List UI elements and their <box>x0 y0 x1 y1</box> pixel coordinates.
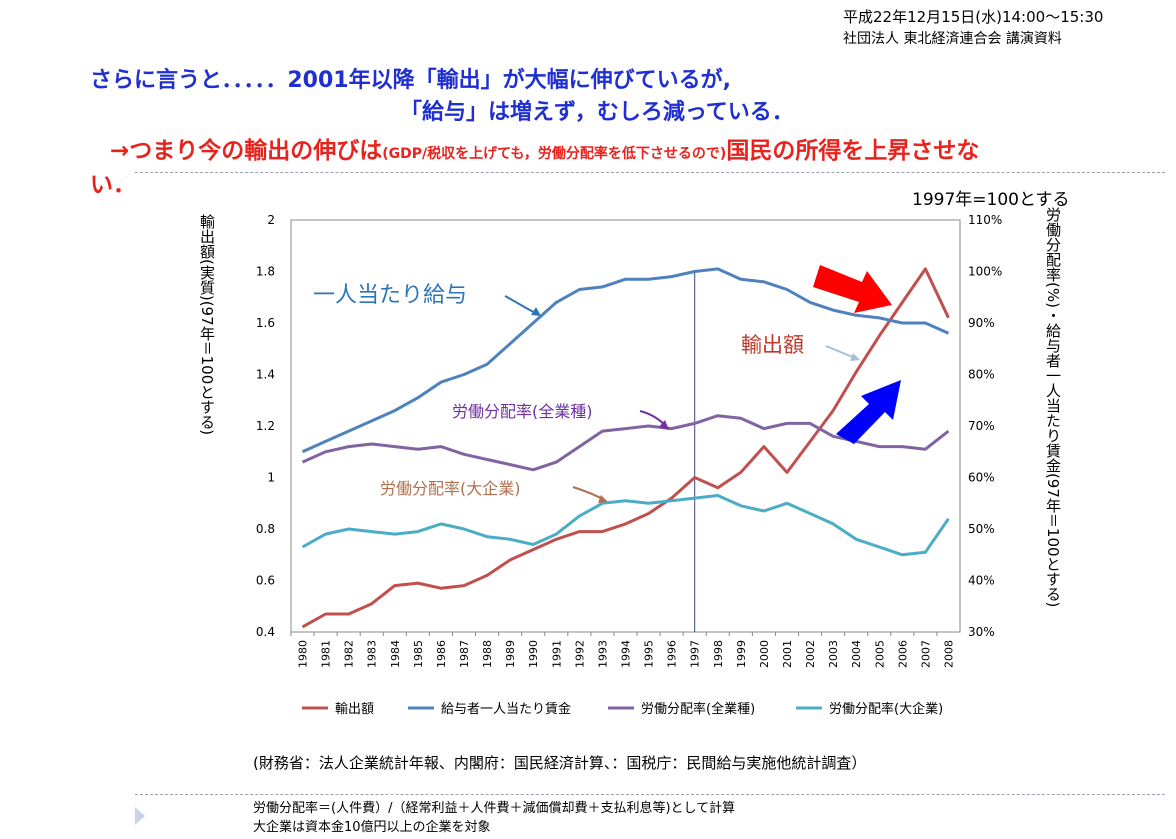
scale-note: 1997年=100とする <box>912 190 1070 210</box>
headline-line-1: さらに言うと．．．．．2001年以降「輸出」が大幅に伸びているが, <box>90 68 731 93</box>
left-axis-ticks: 0.4 0.6 0.8 1 1.2 1.4 1.6 1.8 2 <box>256 213 275 639</box>
annotation-salary-arrow <box>504 295 539 315</box>
x-tick-label: 2006 <box>896 640 909 668</box>
right-axis-ticks: 30% 40% 50% 60% 70% 80% 90% 100% 110% <box>968 213 1002 639</box>
annotation-share-all: 労働分配率(全業種) <box>452 402 593 421</box>
right-tick-label: 40% <box>968 574 995 588</box>
x-axis-ticks: 1980 1981 1982 1983 1984 1985 1986 1987 1988 1989… <box>290 632 955 668</box>
left-tick-label: 1.2 <box>256 419 275 433</box>
right-tick-label: 30% <box>968 625 995 639</box>
blue-arrow-icon <box>836 380 901 444</box>
legend-label-2: 労働分配率(全業種) <box>641 701 755 717</box>
x-tick-label: 2001 <box>781 640 794 668</box>
x-tick-label: 2007 <box>919 640 932 668</box>
annotation-exports-arrowhead <box>850 353 860 361</box>
source-note: (財務省：法人企業統計年報、内閣府：国民経済計算、：国税庁：民間給与実施他統計調… <box>253 754 867 772</box>
x-tick-label: 1989 <box>504 640 517 668</box>
plot-frame <box>290 219 961 633</box>
annotation-exports: 輸出額 <box>741 333 804 357</box>
x-tick-label: 1986 <box>435 640 448 668</box>
right-tick-label: 60% <box>968 471 995 485</box>
x-tick-label: 1981 <box>320 640 333 668</box>
legend-label-0: 輸出額 <box>335 702 374 717</box>
headline-line-3-main: →つまり今の輸出の伸びは <box>110 138 383 164</box>
x-tick-label: 1996 <box>666 640 679 668</box>
x-tick-label: 1987 <box>458 640 471 668</box>
x-tick-label: 1984 <box>389 640 402 668</box>
series-lines <box>301 267 950 629</box>
left-tick-label: 1.6 <box>256 316 275 330</box>
x-tick-label: 1999 <box>735 640 748 668</box>
x-tick-label: 1993 <box>596 640 609 668</box>
annotation-share-large: 労働分配率(大企業) <box>380 479 521 498</box>
headline-line-3-end: 国民の所得を上昇させな <box>726 138 980 164</box>
left-tick-label: 2 <box>267 213 275 227</box>
bullet-arrow-icon <box>135 807 145 825</box>
x-tick-label: 2003 <box>827 640 840 668</box>
x-tick-label: 2004 <box>850 640 863 668</box>
left-tick-label: 0.6 <box>256 574 275 588</box>
left-tick-label: 0.4 <box>256 625 275 639</box>
annotation-salary-arrowhead <box>531 307 541 316</box>
left-tick-label: 1.4 <box>256 368 275 382</box>
left-tick-label: 1 <box>267 471 275 485</box>
series-line-2 <box>301 414 950 472</box>
right-tick-label: 80% <box>968 368 995 382</box>
x-tick-label: 1991 <box>550 640 563 668</box>
x-tick-label: 1990 <box>527 640 540 668</box>
annotation-salary: 一人当たり給与 <box>313 283 467 308</box>
x-tick-label: 1995 <box>643 640 656 668</box>
series-line-3 <box>301 494 950 557</box>
headline-line-3-wrap: い． <box>90 172 136 198</box>
series-line-0 <box>301 267 950 629</box>
x-tick-label: 1985 <box>412 640 425 668</box>
x-tick-label: 1994 <box>620 640 633 668</box>
right-tick-label: 90% <box>968 316 995 330</box>
left-tick-label: 1.8 <box>256 265 275 279</box>
x-tick-label: 1982 <box>343 640 356 668</box>
x-tick-label: 2002 <box>804 640 817 668</box>
x-tick-label: 1992 <box>573 640 586 668</box>
red-arrow-icon <box>813 265 892 313</box>
legend: 輸出額 給与者一人当たり賃金 労働分配率(全業種) 労働分配率(大企業) <box>302 701 943 717</box>
headline-line-3-small: (GDP/税収を上げても，労働分配率を低下させるので) <box>382 146 727 162</box>
x-tick-label: 1988 <box>481 640 494 668</box>
y-axis-right-label: 労働分配率(%)・給与者一人当たり賃金(97年＝100とする) <box>1044 207 1062 608</box>
headline-line-2: 「給与」は増えず，むしろ減っている． <box>400 100 794 125</box>
x-tick-label: 1980 <box>297 640 310 668</box>
annotation-exports-arrow <box>825 345 856 359</box>
x-tick-label: 1998 <box>712 640 725 668</box>
series-line-1 <box>301 267 950 454</box>
x-tick-label: 1997 <box>689 640 702 668</box>
x-tick-label: 2000 <box>758 640 771 668</box>
legend-label-1: 給与者一人当たり賃金 <box>441 701 571 717</box>
presentation-date: 平成22年12月15日(水)14:00～15:30 <box>843 8 1104 26</box>
divider-bottom <box>135 794 1165 795</box>
headline-line-3: →つまり今の輸出の伸びは(GDP/税収を上げても，労働分配率を低下させるので)国… <box>110 131 979 165</box>
divider-top <box>135 172 1165 173</box>
left-tick-label: 0.8 <box>256 522 275 536</box>
right-tick-label: 70% <box>968 419 995 433</box>
right-tick-label: 50% <box>968 522 995 536</box>
y-axis-left-label: 輸出額(実質)(97年＝100とする) <box>198 214 216 436</box>
right-tick-label: 100% <box>968 265 1002 279</box>
footnote-1: 労働分配率＝(人件費）/（経常利益＋人件費＋減価償却費＋支払利息等)として計算 <box>253 801 736 816</box>
x-tick-label: 1983 <box>366 640 379 668</box>
x-tick-label: 2005 <box>873 640 886 668</box>
right-tick-label: 110% <box>968 213 1002 227</box>
organization-label: 社団法人 東北経済連合会 講演資料 <box>843 31 1062 47</box>
plot-border <box>290 219 961 633</box>
annotation-share-large-arrow <box>572 486 605 501</box>
footnote-2: 大企業は資本金10億円以上の企業を対象 <box>253 820 491 835</box>
annotation-share-all-arrowhead <box>659 420 669 430</box>
x-tick-label: 2008 <box>942 640 955 668</box>
annotation-share-large-arrowhead <box>598 495 608 503</box>
legend-label-3: 労働分配率(大企業) <box>829 701 943 717</box>
